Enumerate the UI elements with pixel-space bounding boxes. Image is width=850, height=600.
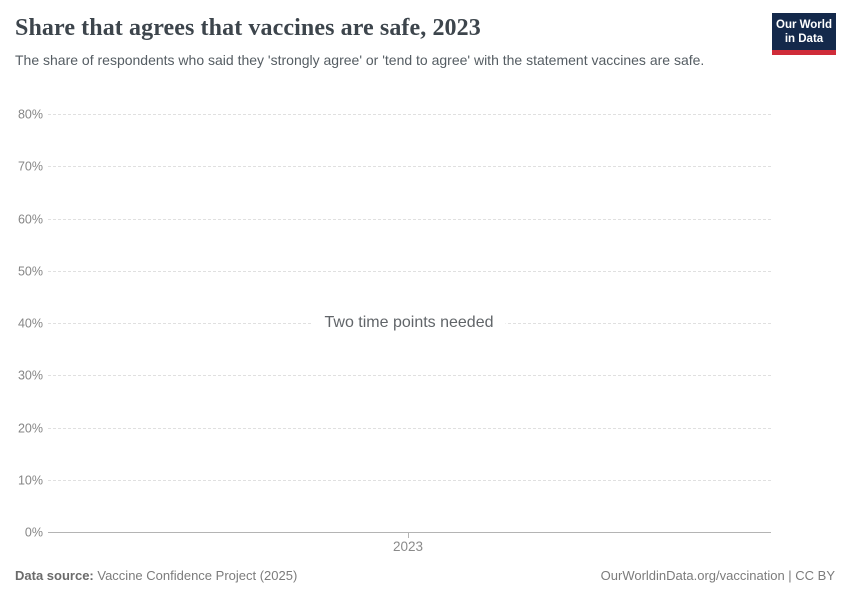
chart-footer: Data source: Vaccine Confidence Project …: [15, 568, 835, 583]
empty-state-message: Two time points needed: [312, 312, 506, 334]
y-axis-tick-label: 40%: [17, 316, 43, 331]
data-source-label: Data source:: [15, 568, 94, 583]
y-gridline: [48, 218, 771, 220]
y-gridline: [48, 479, 771, 481]
y-axis-tick-label: 20%: [17, 420, 43, 435]
y-gridline: [48, 166, 771, 168]
data-source-value[interactable]: Vaccine Confidence Project (2025): [97, 568, 298, 583]
y-gridline: [48, 375, 771, 377]
x-axis-tick-label: 2023: [392, 539, 424, 554]
page-title: Share that agrees that vaccines are safe…: [15, 15, 481, 41]
y-gridline: [48, 114, 771, 115]
chart-header: Share that agrees that vaccines are safe…: [15, 14, 760, 71]
y-axis-tick-label: 0%: [24, 525, 43, 540]
x-axis-line: [48, 532, 771, 533]
y-axis-tick-label: 10%: [17, 473, 43, 487]
data-source: Data source: Vaccine Confidence Project …: [15, 568, 297, 583]
owid-logo[interactable]: Our World in Data: [772, 13, 836, 55]
attribution-link[interactable]: OurWorldinData.org/vaccination | CC BY: [600, 568, 835, 583]
y-axis-tick-label: 80%: [17, 107, 43, 122]
x-axis-tick: [408, 533, 409, 538]
y-axis-tick-label: 30%: [17, 368, 43, 383]
logo-line-1: Our World: [776, 19, 833, 31]
y-axis-tick-label: 60%: [17, 211, 43, 226]
chart-subtitle: The share of respondents who said they '…: [15, 51, 705, 68]
y-gridline: [48, 427, 771, 429]
y-axis-tick-label: 50%: [17, 264, 43, 278]
y-axis-tick-label: 70%: [17, 159, 43, 174]
chart-plot-area: Two time points needed 2023 80% 70% 60% 50%…: [15, 108, 835, 554]
y-gridline: [48, 270, 771, 272]
logo-line-2: in Data: [784, 33, 824, 45]
